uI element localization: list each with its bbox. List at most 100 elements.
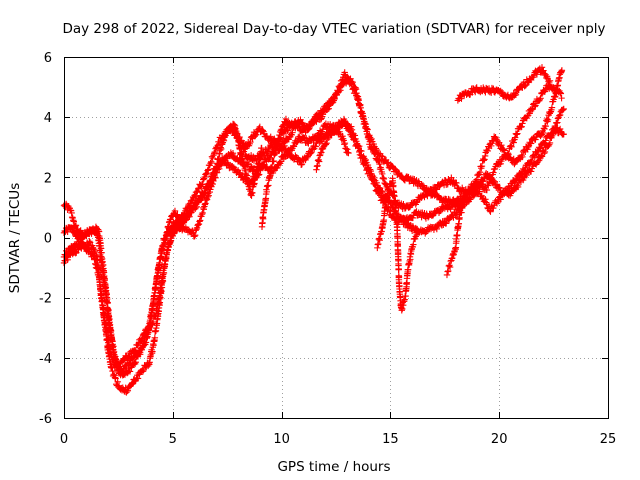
data-point: [126, 368, 134, 375]
data-point: [549, 84, 557, 92]
data-point: [381, 210, 388, 217]
data-point: [458, 95, 465, 102]
data-point: [273, 144, 281, 152]
data-point: [131, 359, 138, 367]
data-point: [432, 185, 439, 193]
data-point: [546, 139, 554, 147]
data-point: [193, 203, 200, 211]
data-point: [91, 248, 99, 255]
data-point: [324, 106, 331, 113]
data-point: [485, 182, 492, 189]
data-point: [365, 167, 372, 174]
x-tick-label: 5: [169, 432, 177, 447]
data-point: [543, 73, 551, 80]
data-point: [500, 146, 507, 153]
data-point: [424, 192, 431, 200]
data-point: [453, 179, 460, 187]
data-point: [479, 182, 486, 190]
x-tick-label: 15: [382, 432, 399, 447]
data-point: [159, 277, 167, 285]
data-point: [270, 157, 277, 165]
data-point: [114, 378, 121, 386]
series-track-1: [60, 67, 566, 373]
y-tick-label: 0: [44, 232, 52, 247]
data-point: [171, 207, 179, 215]
data-point: [354, 143, 361, 150]
data-point: [514, 183, 522, 191]
y-tick-label: 2: [44, 171, 52, 186]
data-point: [209, 175, 217, 183]
data-point: [124, 387, 132, 394]
data-point: [320, 107, 327, 115]
data-point: [540, 67, 547, 74]
data-point: [201, 190, 208, 197]
data-point: [511, 90, 519, 97]
data-point: [506, 185, 514, 192]
series-track-5: [454, 64, 557, 104]
data-point: [453, 238, 460, 245]
data-point: [293, 154, 301, 161]
data-point: [348, 81, 356, 88]
data-point: [315, 158, 323, 165]
data-point: [532, 102, 539, 109]
data-point: [358, 154, 366, 162]
data-point: [205, 192, 212, 199]
data-point: [309, 146, 316, 153]
data-point: [481, 152, 489, 160]
data-point: [312, 143, 319, 150]
data-point: [488, 142, 495, 150]
data-point: [289, 129, 296, 136]
data-point: [385, 186, 392, 194]
data-point: [476, 188, 483, 195]
data-point: [361, 159, 369, 166]
data-point: [480, 183, 488, 190]
data-point: [483, 186, 491, 194]
data-point: [559, 106, 567, 113]
data-point: [504, 150, 512, 157]
data-point: [196, 217, 204, 224]
data-point: [542, 71, 549, 78]
data-point: [259, 215, 267, 222]
data-point: [384, 160, 391, 167]
data-point: [487, 208, 494, 215]
data-point: [538, 131, 546, 138]
y-tick-label: 6: [44, 51, 52, 66]
data-point: [445, 262, 453, 270]
data-point: [236, 169, 243, 176]
data-point: [356, 148, 363, 156]
data-point: [351, 86, 359, 94]
data-point: [68, 224, 75, 231]
data-point: [266, 154, 274, 161]
series-track-7: [443, 201, 467, 279]
data-point: [541, 148, 549, 156]
data-point: [341, 141, 348, 148]
data-point: [433, 186, 441, 193]
data-point: [298, 160, 306, 168]
data-point: [208, 153, 216, 160]
data-point: [258, 144, 265, 152]
data-point: [74, 229, 81, 237]
data-point: [238, 149, 245, 156]
data-point: [137, 345, 145, 352]
data-point: [530, 72, 538, 79]
data-point: [78, 236, 85, 243]
data-point: [385, 185, 393, 193]
data-point: [205, 182, 212, 190]
data-point: [534, 158, 541, 166]
data-point: [447, 205, 454, 213]
data-point: [540, 70, 548, 77]
y-tick-label: -2: [39, 292, 52, 307]
data-point: [505, 151, 512, 158]
data-point: [168, 234, 175, 242]
data-point: [527, 140, 535, 147]
data-point: [196, 218, 203, 225]
data-point: [334, 88, 342, 95]
data-point: [541, 140, 549, 147]
data-point: [387, 208, 394, 215]
data-point: [490, 204, 497, 212]
data-point: [276, 159, 283, 166]
data-point: [70, 228, 77, 235]
data-point: [134, 375, 142, 382]
data-point: [519, 153, 526, 161]
data-point: [390, 182, 397, 189]
